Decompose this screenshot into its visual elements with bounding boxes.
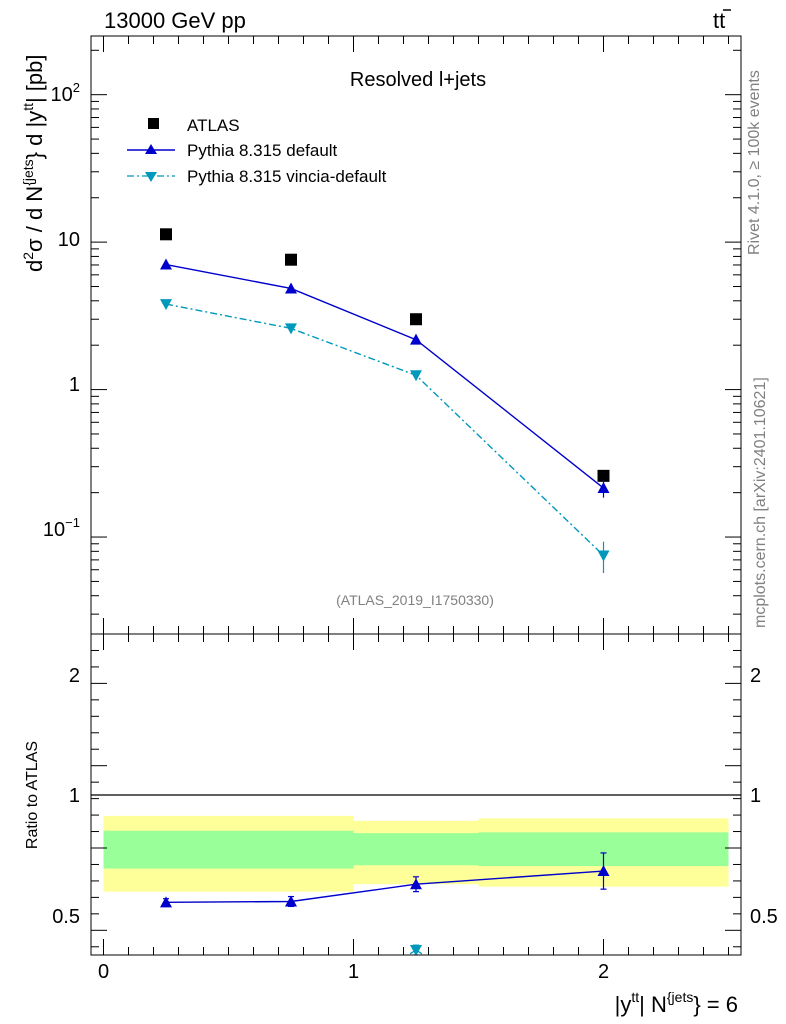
legend-marker-atlas — [148, 118, 159, 129]
y-tick-label-0.1: 10−1 — [43, 515, 80, 541]
data-point-pythia-8-315-default — [597, 482, 610, 494]
legend: ATLAS Pythia 8.315 default Pythia 8.315 … — [127, 116, 387, 186]
legend-label-atlas: ATLAS — [187, 116, 240, 135]
energy-label: 13000 GeV pp — [104, 8, 246, 33]
series-line-pythia-8-315-default — [165, 263, 604, 489]
analysis-watermark: (ATLAS_2019_I1750330) — [336, 592, 494, 608]
ratio-ylabel: Ratio to ATLAS — [24, 741, 41, 849]
main-title: Resolved l+jets — [350, 69, 486, 91]
ratio-line-pythia-8-315-vincia-default — [415, 949, 426, 955]
x-axis-label: |ytt| N{jets} = 6 — [615, 989, 738, 1017]
series-line-pythia-8-315-vincia-default — [165, 303, 604, 556]
data-point-pythia-8-315-vincia-default — [597, 550, 610, 562]
data-point-pythia-8-315-default — [160, 258, 172, 270]
data-point-atlas — [285, 253, 297, 266]
ratio-y-tick-1-right: 1 — [750, 785, 761, 807]
x-tick-label-0: 0 — [98, 961, 109, 983]
x-tick-label-2: 2 — [598, 961, 609, 983]
data-point-atlas — [160, 228, 172, 241]
ratio-frame — [90, 633, 742, 956]
uncertainty-band-stat — [103, 830, 354, 869]
data-point-pythia-8-315-vincia-default — [410, 370, 422, 382]
main-panel: Resolved l+jets (ATLAS_2019_I1750330) d2… — [20, 35, 742, 635]
ratio-y-tick-0.5-right: 0.5 — [750, 906, 778, 928]
ratio-ticks — [91, 633, 741, 955]
ratio-line-pythia-8-315-default — [165, 870, 604, 904]
ratio-y-tick-2: 2 — [69, 665, 80, 687]
data-point-atlas — [410, 313, 422, 326]
data-point-pythia-8-315-default — [285, 282, 297, 294]
legend-label-vincia: Pythia 8.315 vincia-default — [187, 167, 387, 186]
ratio-y-tick-2-right: 2 — [750, 665, 761, 687]
main-series-group — [160, 228, 610, 574]
legend-label-default: Pythia 8.315 default — [187, 141, 338, 160]
y-tick-label-10: 10 — [58, 229, 80, 251]
legend-marker-vincia — [145, 172, 157, 182]
uncertainty-band-stat — [353, 833, 479, 866]
ratio-y-tick-0.5: 0.5 — [52, 906, 80, 928]
ratio-point-pythia-8-315-default — [160, 896, 172, 908]
data-point-atlas — [597, 469, 610, 482]
rivet-label: Rivet 4.1.0, ≥ 100k events — [746, 70, 763, 255]
main-minor-ticks — [91, 36, 741, 634]
ratio-line-pythia-8-315-vincia-default — [406, 949, 417, 955]
data-point-pythia-8-315-default — [410, 333, 422, 345]
mcplots-label: mcplots.cern.ch [arXiv:2401.10621] — [752, 377, 769, 628]
x-tick-label-1: 1 — [348, 961, 359, 983]
process-label: tt — [713, 8, 725, 33]
ratio-point-pythia-8-315-default — [285, 895, 297, 907]
legend-marker-default — [145, 144, 157, 154]
ratio-y-tick-1: 1 — [69, 785, 80, 807]
ratio-panel: Ratio to ATLAS 2 1 0.5 2 1 0.5 0 1 2 |yt… — [24, 633, 778, 1017]
main-ylabel: d2σ / d N{jets} d |ytt| [pb] — [20, 54, 47, 272]
y-tick-label-100: 102 — [51, 80, 80, 106]
y-tick-label-1: 1 — [69, 374, 80, 396]
ratio-series-group — [160, 852, 610, 955]
data-point-pythia-8-315-vincia-default — [160, 299, 172, 311]
ratio-point-pythia-8-315-vincia-default — [410, 945, 422, 955]
data-point-pythia-8-315-vincia-default — [285, 323, 297, 335]
ratio-point-pythia-8-315-default — [410, 878, 422, 890]
ratio-point-pythia-8-315-default — [597, 865, 610, 877]
